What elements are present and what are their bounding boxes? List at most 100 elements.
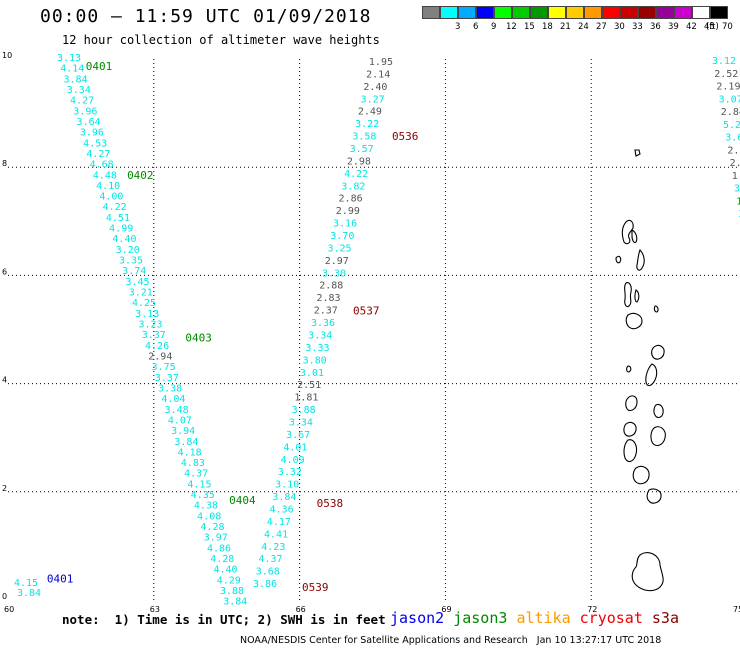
wave-height-value: 2.49 [358, 107, 382, 118]
legend-swatch [440, 6, 458, 19]
wave-height-value: 3.75 [152, 362, 176, 373]
altimeter-track-c: 4.153.84 [14, 578, 41, 599]
wave-height-value: 2.52 [714, 69, 738, 80]
pass-number-label: 0539 [302, 581, 329, 594]
x-tick-label: 69 [441, 605, 451, 614]
legend-label: 9 [491, 22, 497, 32]
island-outline [646, 488, 662, 504]
wave-height-value: 4.29 [217, 575, 241, 586]
wave-height-value: 4.51 [106, 213, 130, 224]
legend-label: 45 [704, 22, 715, 32]
satellite-altika: altika [516, 609, 580, 627]
color-legend [422, 6, 728, 19]
wave-height-value: 3.27 [361, 94, 385, 105]
legend-swatch [692, 6, 710, 19]
wave-height-value: 4.37 [184, 469, 208, 480]
island-outline [645, 363, 658, 387]
wave-height-value: 2.2 [730, 158, 740, 169]
wave-height-value: 3.12 [712, 56, 736, 67]
wave-height-value: 3.34 [289, 417, 313, 428]
wave-height-value: 2.88 [319, 281, 343, 292]
wave-height-value: 3.07 [719, 94, 740, 105]
pass-labels: 0401 0402 0403 0404 0401 0536 0537 0538 0539 [47, 60, 419, 594]
legend-label: 33 [632, 22, 643, 32]
x-tick-label: 75 [733, 605, 740, 614]
wave-height-value: 3.48 [165, 405, 189, 416]
wave-height-value: 3.34 [308, 330, 332, 341]
y-tick-label: 10 [2, 51, 12, 60]
wave-height-value: 3.96 [73, 106, 97, 117]
satellite-legend: jason2 jason3 altika cryosat s3a [390, 609, 679, 627]
wave-height-value: 3.82 [341, 181, 365, 192]
wave-height-value: 4.83 [181, 458, 205, 469]
y-tick-label: 6 [2, 267, 7, 276]
satellite-jason3: jason3 [453, 609, 517, 627]
wave-height-value: 3.35 [119, 256, 143, 267]
legend-swatch [602, 6, 620, 19]
wave-height-value: 4.53 [83, 138, 107, 149]
legend-label: 42 [686, 22, 697, 32]
wave-height-value: 2.94 [148, 351, 172, 362]
wave-height-value: 3.67 [286, 430, 310, 441]
x-tick-label: 66 [296, 605, 306, 614]
wave-height-value: 3.97 [204, 533, 228, 544]
maldives-coastline [615, 149, 666, 592]
legend-swatch [638, 6, 656, 19]
wave-height-value: 1.7 [732, 171, 740, 182]
wave-height-value: 4.15 [14, 578, 38, 589]
wave-height-value: 3.64 [77, 117, 101, 128]
wave-height-value: 15.6 [736, 196, 740, 207]
island-outline [621, 219, 634, 245]
legend-label: 12 [506, 22, 517, 32]
wave-height-value: 4.36 [270, 504, 294, 515]
axis-ticks: 60 63 66 69 72 75 0 2 4 6 8 10 [2, 51, 740, 614]
pass-number-label: 0538 [317, 497, 344, 510]
wave-height-value: 2.40 [363, 82, 387, 93]
footnote: note: 1) Time is in UTC; 2) SWH is in fe… [62, 612, 386, 627]
legend-swatch [566, 6, 584, 19]
wave-height-value: 2.51 [297, 380, 321, 391]
y-tick-label: 8 [2, 159, 7, 168]
wave-height-value: 2.37 [314, 306, 338, 317]
wave-height-value: 3.57 [350, 144, 374, 155]
wave-height-value: 3.32 [278, 467, 302, 478]
wave-height-value: 4.86 [207, 543, 231, 554]
island-outline [653, 403, 664, 418]
wave-height-value: 3.84 [223, 597, 247, 608]
wave-height-value: 4.48 [93, 170, 117, 181]
legend-swatch [656, 6, 674, 19]
wave-height-value: 5.28 [723, 120, 740, 131]
wave-height-value: 4.22 [103, 202, 127, 213]
wave-height-value: 4.68 [90, 160, 114, 171]
pass-number-label: 0402 [127, 169, 154, 182]
wave-height-value: 3.84 [64, 74, 88, 85]
island-outline [634, 149, 641, 157]
y-tick-label: 2 [2, 484, 7, 493]
legend-swatch [584, 6, 602, 19]
y-tick-label: 0 [2, 592, 7, 601]
wave-height-value: 3.58 [352, 132, 376, 143]
wave-height-value: 3.0 [734, 184, 740, 195]
legend-swatch [512, 6, 530, 19]
pass-number-label: 0401 [86, 60, 113, 73]
wave-height-value: 2.84 [721, 107, 740, 118]
wave-height-value: 1.81 [294, 393, 318, 404]
altimeter-track-d: 3.12 2.52 2.193.07 2.84 5.28 3.612.82 2.2 1.7 3.… [712, 56, 740, 220]
wave-height-value: 4.00 [99, 192, 123, 203]
legend-swatch [620, 6, 638, 19]
wave-height-value: 3.36 [311, 318, 335, 329]
satellite-jason2: jason2 [390, 609, 454, 627]
pass-number-label: 0537 [353, 304, 380, 317]
island-outline [623, 421, 637, 437]
wave-height-value: 3.61 [725, 133, 740, 144]
altimeter-track-a: 3.134.143.843.344.273.963.643.964.534.27… [57, 53, 247, 608]
wave-height-value: 3.30 [322, 268, 346, 279]
wave-height-value: 3.33 [305, 343, 329, 354]
wave-height-value: 3.45 [125, 277, 149, 288]
wave-height-value: 3.84 [17, 588, 41, 599]
wave-height-value: 4.01 [283, 442, 307, 453]
wave-height-value: 3.16 [333, 219, 357, 230]
legend-swatch [548, 6, 566, 19]
wave-height-value: 3.86 [253, 579, 277, 590]
